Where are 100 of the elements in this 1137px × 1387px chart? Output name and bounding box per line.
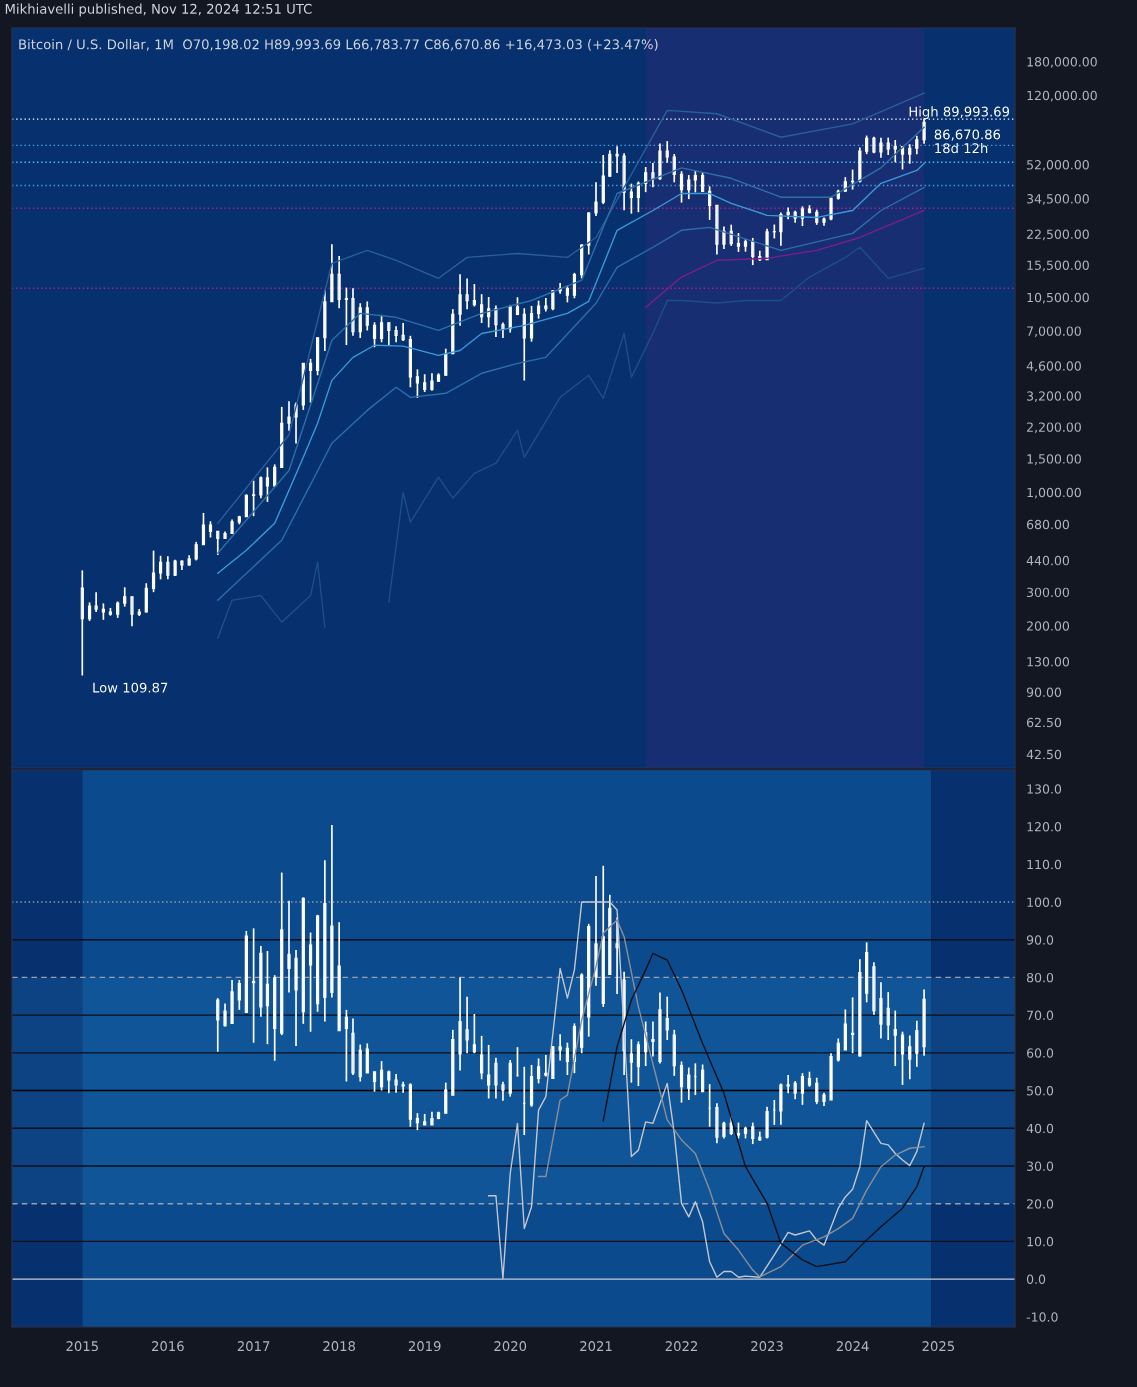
candlestick: [216, 997, 220, 1053]
candlestick: [130, 595, 134, 628]
candlestick: [444, 347, 448, 377]
x-tick-label: 2015: [66, 1341, 98, 1352]
candlestick: [915, 134, 919, 156]
candlestick: [708, 185, 712, 221]
candlestick: [151, 549, 156, 593]
candlestick: [365, 300, 369, 332]
text: Mikhiavelli published, Nov 12, 2024 12:51 UTC: [5, 3, 312, 17]
candlestick: [572, 272, 577, 300]
candlestick: [651, 162, 655, 189]
y-tick-label: 180,000.00: [1027, 57, 1097, 68]
candlestick: [158, 554, 163, 581]
candlestick: [337, 255, 341, 310]
y-tick-label: 100.0: [1027, 897, 1062, 907]
y-tick-label: 70.0: [1027, 1010, 1054, 1021]
candlestick: [893, 1009, 897, 1067]
y-tick-label: 0.0: [1026, 1274, 1046, 1285]
y-tick-label: 4,600.00: [1026, 361, 1081, 372]
candlestick: [558, 1033, 562, 1062]
candlestick: [522, 307, 526, 382]
candlestick: [915, 1019, 919, 1068]
candlestick: [265, 950, 270, 1045]
candlestick: [751, 237, 755, 266]
y-tick-label: 120,000.00: [1027, 90, 1097, 102]
candlestick: [729, 1115, 733, 1136]
candlestick: [651, 1020, 655, 1058]
candlestick: [372, 1070, 377, 1093]
y-tick-label: 110.0: [1027, 859, 1062, 870]
candlestick: [344, 286, 349, 346]
candlestick: [615, 916, 619, 995]
candlestick: [252, 479, 256, 517]
candlestick: [865, 134, 869, 155]
y-tick-label: 22,500.00: [1027, 229, 1089, 241]
line-series: [644, 209, 925, 309]
candlestick: [779, 211, 783, 247]
candlestick: [237, 979, 241, 1011]
candlestick: [594, 181, 598, 217]
y-tick-label: 300.00: [1027, 587, 1070, 598]
candlestick: [216, 530, 220, 556]
x-tick-label: 2023: [751, 1341, 783, 1352]
candlestick: [900, 145, 905, 171]
x-tick-label: 2024: [836, 1341, 869, 1352]
candlestick: [259, 475, 263, 500]
candlestick: [815, 1076, 819, 1105]
candlestick: [908, 1034, 912, 1081]
candlestick: [444, 1081, 448, 1115]
candlestick: [351, 1017, 355, 1076]
candlestick: [458, 273, 462, 327]
y-tick-label: 7,000.00: [1027, 326, 1081, 338]
candlestick: [294, 401, 298, 445]
x-tick-label: 2019: [408, 1341, 441, 1352]
y-tick-label: 10,500.00: [1027, 292, 1089, 304]
y-tick-label: 440.00: [1026, 555, 1070, 566]
candlestick: [536, 299, 541, 320]
candlestick: [472, 1013, 476, 1055]
candlestick: [715, 1102, 719, 1145]
y-tick-label: 42.50: [1026, 749, 1062, 760]
y-tick-label: 680.00: [1026, 519, 1070, 530]
candlestick: [144, 582, 148, 614]
candlestick: [701, 1063, 705, 1093]
candlestick: [687, 1066, 691, 1101]
candlestick: [408, 1082, 412, 1128]
x-tick-label: 2021: [580, 1341, 612, 1352]
x-tick-label: 2017: [237, 1341, 270, 1352]
candlestick: [379, 1060, 384, 1092]
candlestick: [879, 136, 883, 159]
candlestick: [679, 1060, 684, 1104]
candlestick: [636, 1040, 641, 1087]
y-tick-label: 40.0: [1026, 1123, 1054, 1134]
candlestick: [401, 322, 405, 342]
x-tick-label: 2020: [494, 1341, 527, 1352]
candlestick: [387, 321, 391, 347]
candlestick: [679, 170, 684, 204]
candlestick: [544, 1054, 548, 1078]
candlestick: [480, 1035, 484, 1081]
y-tick-label: 90.00: [1026, 687, 1062, 697]
candlestick: [665, 140, 669, 164]
candlestick: [536, 1057, 541, 1085]
candlestick: [244, 493, 248, 518]
candlestick: [394, 1073, 398, 1094]
candlestick: [358, 302, 362, 339]
candlestick: [465, 995, 469, 1055]
candlestick: [736, 232, 741, 253]
candlestick: [872, 961, 876, 1016]
y-tick-label: 10.0: [1027, 1236, 1054, 1247]
candlestick: [308, 931, 313, 1033]
y-tick-label: 60.0: [1026, 1048, 1054, 1058]
y-tick-label: 52,000.00: [1027, 160, 1089, 171]
y-tick-label: 130.0: [1027, 784, 1062, 794]
y-tick-label: 1,000.00: [1027, 487, 1081, 499]
candlestick: [480, 293, 484, 324]
x-tick-label: 2018: [323, 1341, 356, 1352]
candlestick: [893, 139, 897, 164]
annotation: 86,670.86 18d 12h: [934, 129, 1001, 154]
candlestick: [94, 591, 98, 613]
y-tick-label: 200.00: [1027, 621, 1070, 631]
line-series: [537, 919, 925, 1278]
y-tick-label: 120.0: [1027, 822, 1062, 832]
y-tick-label: 3,200.00: [1027, 391, 1081, 403]
